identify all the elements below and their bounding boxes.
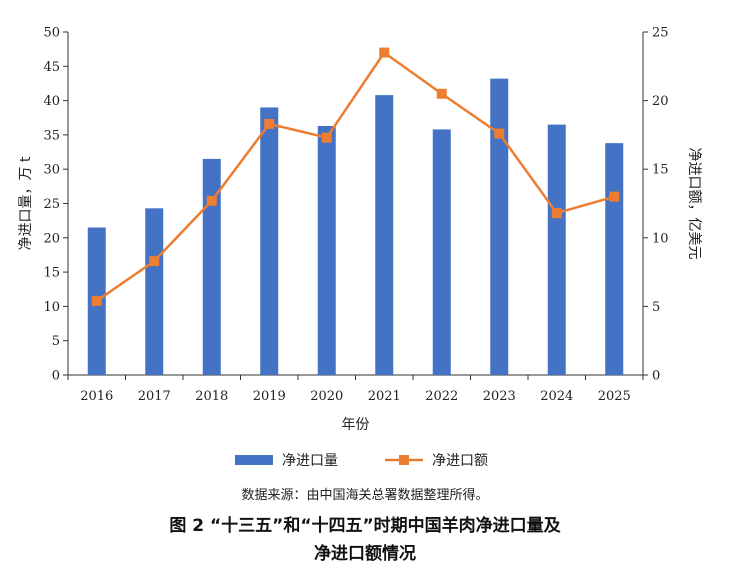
x-tick-label: 2016 (80, 389, 113, 404)
y-left-tick-label: 30 (43, 163, 60, 178)
line-point (321, 132, 332, 143)
bar (605, 143, 624, 375)
line-point (609, 191, 620, 202)
line-point (206, 195, 217, 206)
x-tick-label: 2017 (138, 389, 171, 404)
y-right-tick-label: 20 (652, 94, 669, 109)
y-right-tick-label: 10 (652, 231, 669, 246)
legend-line-label: 净进口额 (432, 453, 488, 469)
y-axis-right-title: 净进口额，亿美元 (686, 148, 702, 260)
y-left-tick-label: 15 (43, 266, 60, 281)
y-left-tick-label: 0 (52, 369, 60, 384)
legend-bar-label: 净进口量 (282, 453, 338, 469)
bar (260, 107, 279, 376)
y-left-tick-label: 40 (43, 94, 60, 109)
line-point (149, 256, 160, 267)
y-left-tick-label: 20 (43, 231, 60, 246)
legend-line-marker (399, 455, 409, 465)
y-left-tick-label: 5 (52, 334, 60, 349)
bar (375, 95, 394, 375)
series-line (96, 50, 615, 302)
bar (547, 124, 566, 375)
x-tick-label: 2019 (253, 389, 286, 404)
x-tick-label: 2022 (425, 389, 458, 404)
bar-series (87, 78, 624, 376)
y-right-tick-label: 0 (652, 369, 660, 384)
bar (490, 78, 509, 375)
legend: 净进口量 净进口额 (235, 453, 488, 469)
caption-line-1: 图 2 “十三五”和“十四五”时期中国羊肉净进口量及 (169, 516, 561, 536)
bar (145, 208, 164, 375)
x-tick-label: 2023 (483, 389, 516, 404)
line-point (264, 118, 275, 129)
x-tick-label: 2021 (368, 389, 401, 404)
x-tick-label: 2025 (598, 389, 631, 404)
y-right-tick-label: 25 (652, 26, 669, 41)
y-axis-left-title: 净进口量，万 t (18, 156, 34, 250)
line-point (494, 128, 505, 139)
x-axis-title: 年份 (342, 417, 370, 433)
x-tick-label: 2024 (540, 389, 573, 404)
y-right-tick-label: 15 (652, 163, 669, 178)
y-left-tick-label: 50 (43, 26, 60, 41)
figure-caption: 图 2 “十三五”和“十四五”时期中国羊肉净进口量及 净进口额情况 (0, 512, 730, 568)
x-tick-label: 2018 (195, 389, 228, 404)
legend-bar-swatch (235, 455, 273, 465)
axes (63, 31, 648, 380)
y-right-tick-label: 5 (652, 300, 660, 315)
caption-line-2: 净进口额情况 (314, 544, 416, 564)
source-note: 数据来源：由中国海关总署数据整理所得。 (241, 488, 489, 503)
x-tick-label: 2020 (310, 389, 343, 404)
bar (432, 129, 451, 375)
line-point (436, 88, 447, 99)
bar (317, 125, 336, 376)
y-left-tick-label: 45 (43, 60, 60, 75)
bar (202, 158, 221, 375)
y-left-tick-label: 35 (43, 128, 60, 143)
line-point (551, 208, 562, 219)
y-left-tick-label: 25 (43, 197, 60, 212)
line-series (91, 47, 620, 306)
line-point (91, 295, 102, 306)
y-left-tick-label: 10 (43, 300, 60, 315)
line-point (379, 47, 390, 58)
